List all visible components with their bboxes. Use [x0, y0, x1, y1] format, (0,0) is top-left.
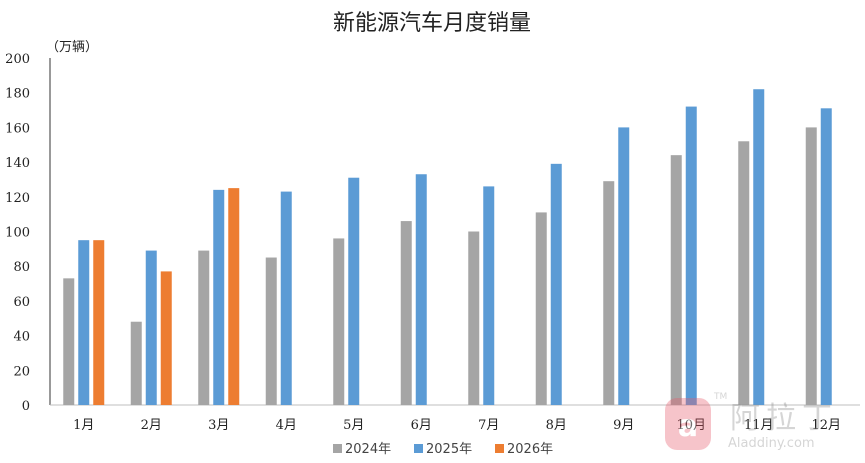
bar-2024年-2月 [130, 321, 142, 405]
bar-2025年-6月 [415, 174, 427, 405]
watermark-logo: a TM 阿拉丁 Aladdiny.com [665, 392, 838, 451]
legend-label: 2024年 [345, 442, 391, 457]
bar-2024年-7月 [468, 231, 480, 405]
bar-2024年-5月 [333, 238, 345, 405]
bar-2025年-5月 [348, 177, 360, 405]
y-tick-label: 140 [5, 156, 30, 171]
y-tick-label: 120 [5, 191, 30, 206]
y-tick-label: 60 [13, 295, 30, 310]
y-tick-label: 160 [5, 121, 30, 136]
x-tick-label: 1月 [73, 418, 94, 433]
legend: 2024年 2025年 2026年 [333, 442, 553, 457]
x-tick-label: 6月 [411, 418, 432, 433]
x-tick-label: 5月 [343, 418, 364, 433]
x-tick-label: 9月 [613, 418, 634, 433]
bar-2024年-1月 [63, 278, 75, 405]
bars [63, 89, 832, 406]
legend-label: 2025年 [426, 442, 472, 457]
bar-2024年-4月 [265, 257, 277, 405]
bar-2025年-3月 [213, 189, 225, 405]
watermark-tm: TM [713, 392, 727, 402]
bar-2024年-8月 [535, 212, 547, 405]
x-tick-label: 10月 [676, 418, 706, 433]
bar-2024年-6月 [400, 221, 412, 405]
bar-2024年-10月 [670, 155, 682, 405]
y-ticks: 0 20 40 60 80 100 120 140 160 180 200 [5, 52, 30, 414]
chart-title: 新能源汽车月度销量 [333, 11, 531, 36]
y-tick-label: 80 [13, 260, 30, 275]
x-tick-label: 3月 [208, 418, 229, 433]
bar-2025年-12月 [820, 108, 832, 405]
bar-2024年-3月 [198, 250, 210, 405]
watermark-brand: 阿拉丁 [730, 401, 838, 436]
x-tick-label: 8月 [546, 418, 567, 433]
bar-2024年-9月 [603, 181, 615, 405]
bar-2025年-4月 [280, 191, 292, 405]
watermark-a-glyph: a [678, 409, 698, 444]
y-tick-label: 180 [5, 87, 30, 102]
watermark-site: Aladdiny.com [728, 436, 815, 451]
bar-2024年-12月 [805, 127, 817, 406]
bar-2025年-1月 [78, 240, 90, 405]
legend-swatch [333, 444, 342, 453]
y-unit-label: （万辆） [46, 40, 98, 55]
bar-2025年-11月 [753, 89, 765, 405]
legend-swatch [495, 444, 504, 453]
bar-2025年-8月 [550, 163, 562, 405]
x-tick-label: 2月 [141, 418, 162, 433]
y-tick-label: 100 [5, 226, 30, 241]
x-tick-label: 7月 [478, 418, 499, 433]
bar-2025年-10月 [685, 106, 697, 405]
bar-2025年-7月 [483, 186, 495, 405]
x-tick-label: 4月 [276, 418, 297, 433]
bar-2026年-1月 [93, 240, 105, 405]
bar-2026年-2月 [160, 271, 172, 405]
x-tick-label: 12月 [811, 418, 841, 433]
bar-2024年-11月 [738, 141, 750, 405]
y-tick-label: 40 [13, 330, 30, 345]
x-ticks: 1月 2月 3月 4月 5月 6月 7月 8月 9月 10月 11月 12月 [73, 418, 841, 433]
y-tick-label: 200 [5, 52, 30, 67]
watermark-badge-icon [665, 398, 711, 450]
legend-label: 2026年 [507, 442, 553, 457]
y-tick-label: 0 [22, 399, 30, 414]
bar-2026年-3月 [228, 188, 240, 405]
y-tick-label: 20 [13, 364, 30, 379]
legend-swatch [414, 444, 423, 453]
bar-2025年-9月 [618, 127, 630, 406]
x-tick-label: 11月 [744, 418, 774, 433]
bar-2025年-2月 [145, 250, 157, 405]
